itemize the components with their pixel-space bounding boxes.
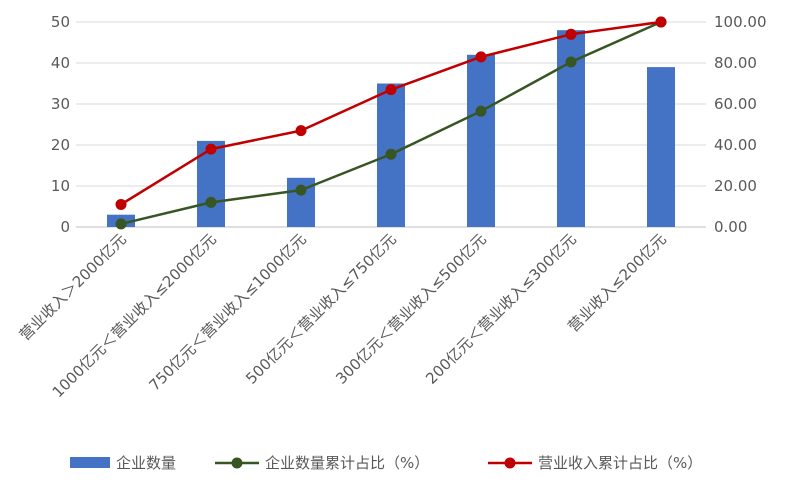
bar [467, 54, 495, 227]
bar [647, 67, 675, 227]
left-tick-label: 0 [60, 218, 70, 236]
left-axis: 0 10 20 30 40 50 [51, 13, 70, 236]
legend-label: 营业收入累计占比（%） [538, 454, 702, 472]
category-label: 300亿元＜营业收入≤500亿元 [332, 230, 490, 388]
legend: 企业数量 企业数量累计占比（%） 营业收入累计占比（%） [70, 454, 702, 472]
left-tick-label: 10 [51, 177, 70, 195]
right-tick-label: 60.00 [714, 95, 757, 113]
right-tick-label: 80.00 [714, 54, 757, 72]
legend-swatch [70, 457, 110, 468]
bar-series [107, 30, 675, 228]
line-point [475, 105, 487, 117]
category-label: 营业收入≤200亿元 [564, 230, 670, 336]
category-label: 200亿元＜营业收入≤300亿元 [422, 230, 580, 388]
right-tick-label: 100.00 [714, 13, 767, 31]
legend-item: 营业收入累计占比（%） [488, 454, 702, 472]
right-tick-label: 20.00 [714, 177, 757, 195]
left-tick-label: 40 [51, 54, 70, 72]
line-point [205, 143, 217, 155]
legend-label: 企业数量 [116, 454, 176, 472]
category-label: 750亿元＜营业收入≤1000亿元 [146, 230, 310, 394]
category-axis: 营业收入＞2000亿元1000亿元＜营业收入≤2000亿元750亿元＜营业收入≤… [16, 230, 670, 401]
line-point [565, 28, 577, 40]
right-axis: 0.00 20.00 40.00 60.00 80.00 100.00 [714, 13, 767, 236]
legend-marker [231, 457, 243, 469]
left-tick-label: 30 [51, 95, 70, 113]
legend-item: 企业数量累计占比（%） [215, 454, 429, 472]
category-label: 500亿元＜营业收入≤750亿元 [242, 230, 400, 388]
legend-item: 企业数量 [70, 454, 176, 472]
line-point [295, 184, 307, 196]
line-point [115, 218, 127, 230]
category-label: 1000亿元＜营业收入≤2000亿元 [49, 230, 220, 401]
line-point [385, 148, 397, 160]
left-tick-label: 50 [51, 13, 70, 31]
line-point [565, 56, 577, 68]
line-point [295, 125, 307, 137]
line-point [655, 16, 667, 28]
line-point [475, 51, 487, 63]
right-tick-label: 0.00 [714, 218, 747, 236]
right-tick-label: 40.00 [714, 136, 757, 154]
line-series [115, 16, 667, 230]
line-point [385, 84, 397, 96]
line-point [205, 196, 217, 208]
legend-marker [504, 457, 516, 469]
left-tick-label: 20 [51, 136, 70, 154]
legend-label: 企业数量累计占比（%） [265, 454, 429, 472]
line-point [115, 198, 127, 210]
